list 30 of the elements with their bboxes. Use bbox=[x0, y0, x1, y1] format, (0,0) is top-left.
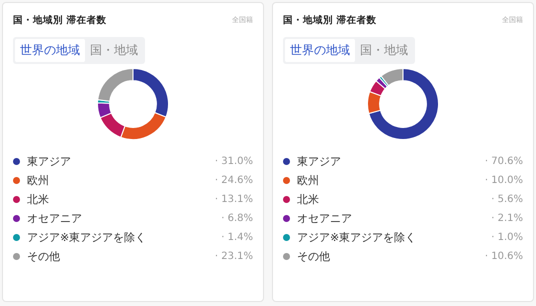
data-label: · 31.0% bbox=[214, 156, 253, 167]
chart-title: 国・地域別 滞在者数 bbox=[283, 14, 376, 26]
data-label: · 5.6% bbox=[491, 194, 523, 205]
legend-label: オセアニア bbox=[297, 211, 353, 226]
data-label: · 10.0% bbox=[484, 175, 523, 186]
legend-label: アジア※東アジアを除く bbox=[27, 230, 148, 245]
data-label: · 1.0% bbox=[491, 232, 523, 243]
text: 国・地域 bbox=[89, 42, 139, 59]
legend-label: その他 bbox=[27, 249, 61, 264]
legend-label: 東アジア bbox=[27, 154, 72, 169]
data-label: · 10.6% bbox=[484, 251, 523, 262]
legend-label: その他 bbox=[297, 249, 331, 264]
legend-label: アジア※東アジアを除く bbox=[297, 230, 418, 245]
data-label: · 23.1% bbox=[214, 251, 253, 262]
legend-label: 東アジア bbox=[297, 154, 342, 169]
data-label: · 2.1% bbox=[491, 213, 523, 224]
data-label: · 13.1% bbox=[214, 194, 253, 205]
data-label: · 6.8% bbox=[221, 213, 253, 224]
legend-label: 北米 bbox=[27, 192, 50, 207]
data-label: · 24.6% bbox=[214, 175, 253, 186]
legend-label: 北米 bbox=[297, 192, 320, 207]
text: 世界の地域 bbox=[285, 39, 355, 62]
data-label: · 1.4% bbox=[221, 232, 253, 243]
legend-label: 欧州 bbox=[297, 173, 320, 188]
legend-label: オセアニア bbox=[27, 211, 83, 226]
text: 世界の地域 bbox=[15, 39, 85, 62]
data-label: · 70.6% bbox=[484, 156, 523, 167]
text: 国・地域 bbox=[359, 42, 409, 59]
chart-title: 国・地域別 滞在者数 bbox=[13, 14, 106, 26]
legend-label: 欧州 bbox=[27, 173, 50, 188]
